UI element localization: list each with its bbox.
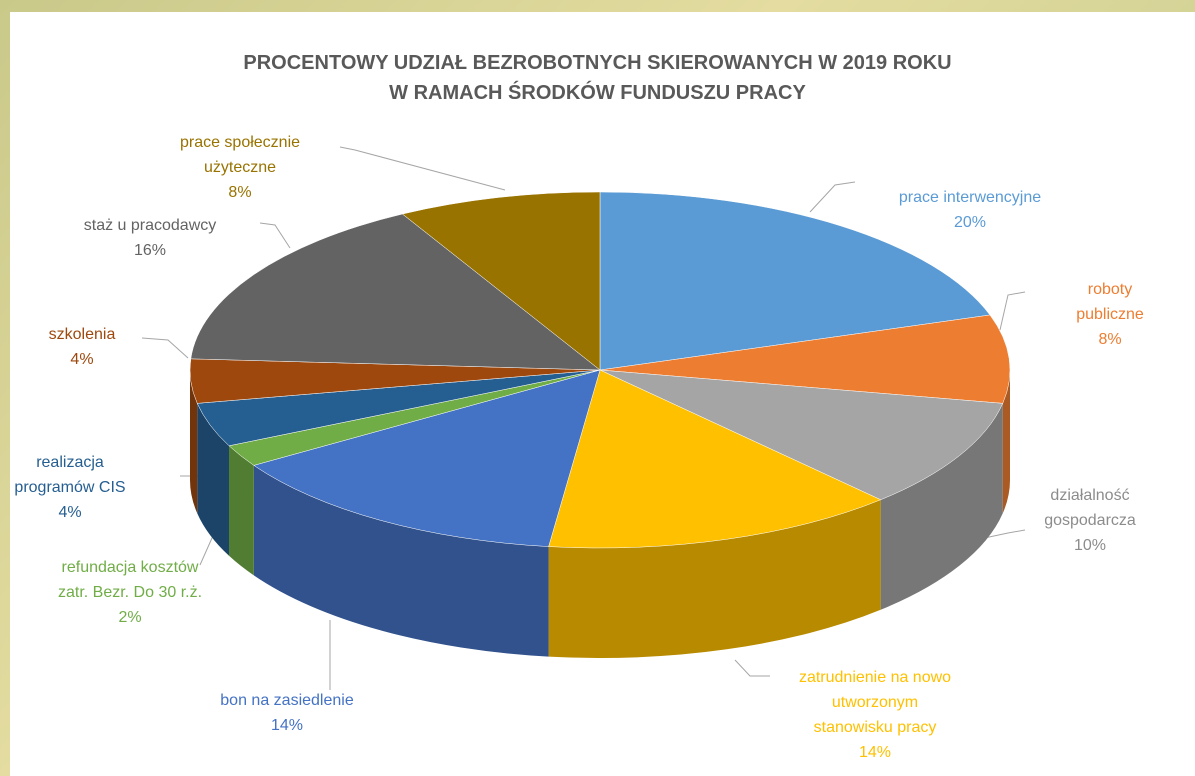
slice-label: roboty publiczne 8% xyxy=(1068,277,1153,352)
leader-line xyxy=(259,222,291,249)
pie-slice xyxy=(190,213,601,371)
slice-name: działalność gospodarcza xyxy=(1044,487,1136,529)
slice-value: 16% xyxy=(133,242,167,259)
leader-line xyxy=(734,659,770,677)
slice-value: 10% xyxy=(1073,537,1107,554)
slice-name: realizacja programów CIS xyxy=(14,454,126,496)
pie-slice xyxy=(253,369,601,547)
pie-slice-side xyxy=(253,465,549,657)
slice-label: zatrudnienie na nowo utworzonym stanowis… xyxy=(799,665,951,765)
slice-label: prace interwencyjne 20% xyxy=(899,185,1041,235)
chart-title: PROCENTOWY UDZIAŁ BEZROBOTNYCH SKIEROWAN… xyxy=(243,52,952,104)
slice-label: refundacja kosztów zatr. Bezr. Do 30 r.ż… xyxy=(58,555,202,630)
pie-slice xyxy=(401,191,601,371)
slice-value: 4% xyxy=(58,504,82,521)
slice-name: szkolenia xyxy=(48,326,116,343)
slice-value: 2% xyxy=(118,609,142,626)
slice-label: bon na zasiedlenie 14% xyxy=(220,688,353,738)
slice-value: 20% xyxy=(953,214,987,231)
leader-line xyxy=(809,181,856,213)
slice-name: prace społecznie użyteczne xyxy=(179,134,301,176)
slice-value: 4% xyxy=(70,351,94,368)
leader-line xyxy=(999,291,1026,331)
pie-slice xyxy=(548,369,882,549)
slice-name: refundacja kosztów zatr. Bezr. Do 30 r.ż… xyxy=(57,559,203,601)
slice-label: działalność gospodarcza 10% xyxy=(1044,483,1136,558)
slice-name: roboty publiczne xyxy=(1076,281,1144,323)
pie-slice xyxy=(599,369,1004,501)
pie-slice-side xyxy=(548,499,881,658)
slice-name: zatrudnienie na nowo utworzonym stanowis… xyxy=(798,669,952,736)
slice-value: 14% xyxy=(270,717,304,734)
pie-slice-side xyxy=(190,370,198,514)
slice-name: prace interwencyjne xyxy=(898,189,1042,206)
pie-slice xyxy=(599,314,1011,404)
leader-line xyxy=(339,146,506,191)
slice-label: szkolenia 4% xyxy=(49,322,116,372)
leader-line xyxy=(141,337,189,359)
slice-label: realizacja programów CIS 4% xyxy=(14,450,125,525)
slice-name: bon na zasiedlenie xyxy=(220,692,354,709)
slice-value: 8% xyxy=(228,184,252,201)
pie-slice-side xyxy=(197,403,230,556)
slice-label: prace społecznie użyteczne 8% xyxy=(180,130,300,205)
slice-value: 14% xyxy=(858,744,892,761)
pie-slice-side xyxy=(880,403,1003,610)
slice-value: 8% xyxy=(1098,331,1122,348)
pie-slice xyxy=(599,191,991,371)
pie-slice-side xyxy=(229,445,254,576)
slice-label: staż u pracodawcy 16% xyxy=(84,213,217,263)
pie-slice-side xyxy=(1002,370,1010,514)
slice-name: staż u pracodawcy xyxy=(83,217,217,234)
